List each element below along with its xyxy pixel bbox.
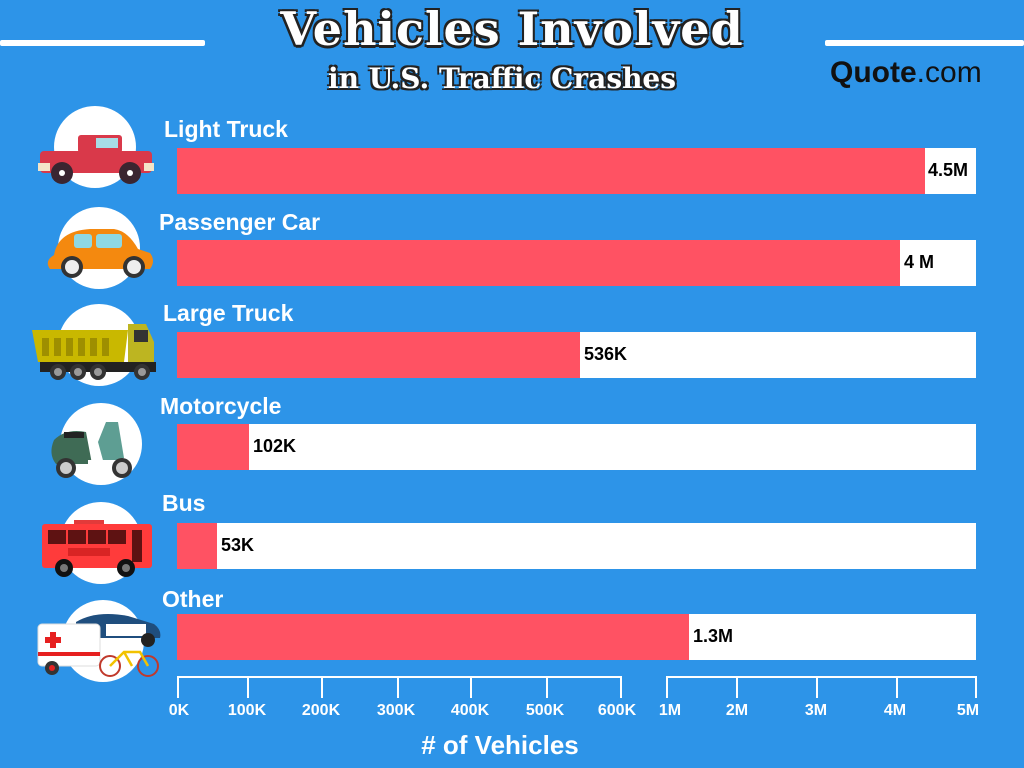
brand-name: Quote bbox=[830, 56, 917, 89]
bar bbox=[177, 424, 249, 470]
x-axis-title: # of Vehicles bbox=[421, 730, 579, 760]
title-rule-left bbox=[0, 40, 205, 46]
bar bbox=[177, 523, 217, 569]
bar bbox=[177, 240, 900, 286]
value-label: 53K bbox=[221, 535, 255, 555]
x-axis-left-segment bbox=[177, 676, 621, 700]
x-tick-label: 1M bbox=[658, 702, 682, 719]
chart-subtitle: in U.S. Traffic Crashes bbox=[327, 62, 677, 95]
x-tick-label: 3M bbox=[804, 702, 828, 719]
x-tick-label: 400K bbox=[450, 702, 490, 719]
value-label: 102K bbox=[253, 436, 297, 456]
brand-logo: Quote.com bbox=[830, 56, 982, 90]
bar-track: 4.5M bbox=[177, 148, 976, 194]
x-tick-label: 2M bbox=[725, 702, 749, 719]
bar-track: 53K bbox=[177, 523, 976, 569]
x-tick-label: 300K bbox=[376, 702, 416, 719]
x-tick-label: 600K bbox=[597, 702, 637, 719]
value-label: 4 M bbox=[904, 252, 935, 272]
x-tick-label: 500K bbox=[525, 702, 565, 719]
row-label: Motorcycle bbox=[160, 393, 282, 419]
value-label: 1.3M bbox=[693, 626, 734, 646]
bar bbox=[177, 148, 925, 194]
x-tick-label: 4M bbox=[883, 702, 907, 719]
scooter-icon bbox=[51, 422, 132, 478]
brand-suffix: .com bbox=[916, 56, 982, 89]
row-label: Passenger Car bbox=[159, 209, 321, 235]
row-label: Light Truck bbox=[164, 116, 288, 142]
x-axis-right-segment bbox=[666, 676, 976, 700]
chart-title: Vehicles Involved bbox=[280, 2, 744, 56]
row-label: Bus bbox=[162, 490, 206, 516]
ambulance-police-bicycle-icon bbox=[37, 614, 161, 677]
value-label: 4.5M bbox=[928, 160, 969, 180]
dump-truck-icon bbox=[32, 324, 156, 380]
value-label: 536K bbox=[584, 344, 628, 364]
bar-track: 536K bbox=[177, 332, 976, 378]
x-tick-label: 200K bbox=[301, 702, 341, 719]
row-label: Other bbox=[162, 586, 224, 612]
bar-track: 102K bbox=[177, 424, 976, 470]
x-tick-label: 0K bbox=[168, 702, 190, 719]
title-rule-right bbox=[825, 40, 1024, 46]
x-tick-label: 5M bbox=[956, 702, 980, 719]
passenger-car-icon bbox=[47, 229, 153, 278]
bus-icon bbox=[42, 520, 152, 577]
bar-track: 4 M bbox=[177, 240, 976, 286]
pickup-truck-icon bbox=[38, 135, 154, 184]
bar bbox=[177, 614, 689, 660]
bar bbox=[177, 332, 580, 378]
row-label: Large Truck bbox=[163, 300, 294, 326]
bar-track: 1.3M bbox=[177, 614, 976, 660]
x-tick-label: 100K bbox=[227, 702, 267, 719]
